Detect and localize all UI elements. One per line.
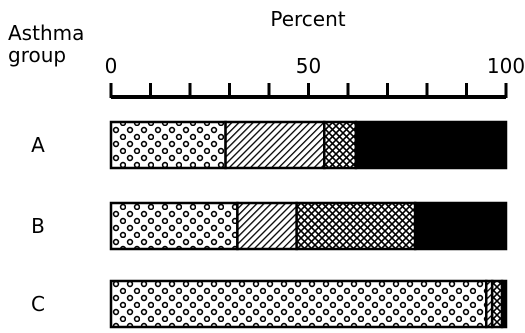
bar-segment-solid-black [500,279,508,329]
y-axis-title-line2: group [8,43,66,67]
bar-segment-diagonal-hatch [224,120,326,170]
bar-segment-circles [109,201,239,251]
bar-segment-crosshatch [323,120,358,170]
bar-segment-solid-black [354,120,508,170]
bar-segment-diagonal-hatch [236,201,298,251]
category-label: B [31,214,45,238]
bars-group: A B C [31,120,508,329]
category-label: A [31,133,45,157]
x-tick-label: 50 [296,54,321,78]
x-tick-label: 100 [487,54,525,78]
y-axis-title-line1: Asthma [8,21,84,45]
bar-segment-crosshatch [295,201,417,251]
x-axis-title: Percent [270,7,345,31]
bar-segment-circles [109,120,227,170]
x-axis: 0 50 100 [105,54,525,99]
category-label: C [31,292,45,316]
bar-segment-solid-black [413,201,508,251]
bar-segment-crosshatch [490,279,504,329]
bar-segment-circles [109,279,488,329]
x-tick-label: 0 [105,54,118,78]
